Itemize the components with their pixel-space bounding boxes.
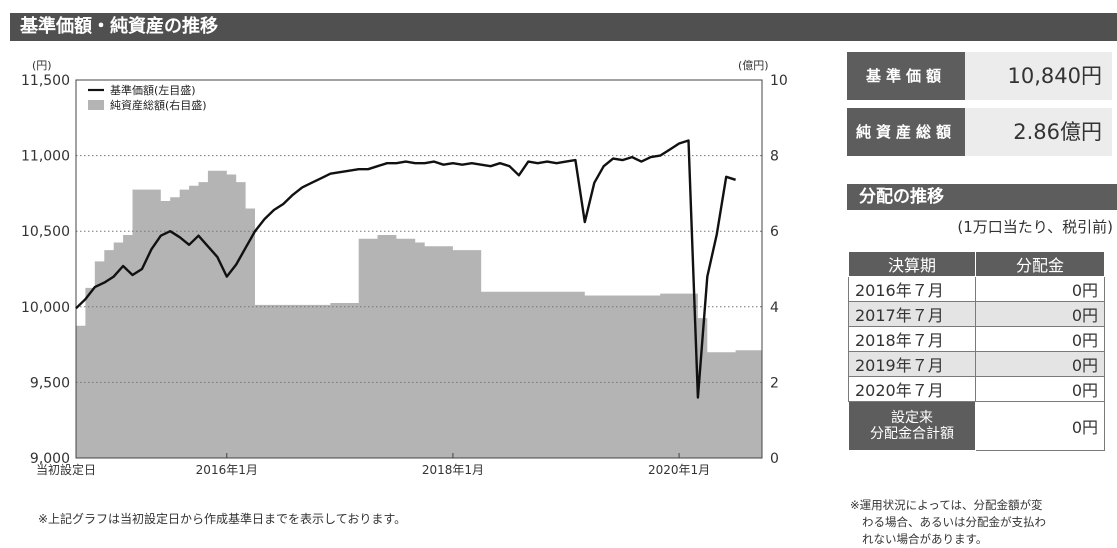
left-axis-tick-label: 11,000 [21,149,70,165]
amount-cell: 0円 [975,351,1105,377]
right-axis-tick-label: 6 [770,224,779,240]
total-amount-cell: 0円 [975,401,1105,451]
amount-cell: 0円 [975,276,1105,302]
chart-footnote: ※上記グラフは当初設定日から作成基準日までを表示しております。 [38,512,407,526]
total-label-line-1: 設定来 [891,410,933,426]
column-header-period: 決算期 [848,251,976,277]
amount-cell: 0円 [975,376,1105,402]
plot-frame [75,79,763,459]
x-axis-tick-label: 2016年1月 [196,463,258,477]
disclaimer-line-3: れない場合があります。 [862,532,988,546]
disclaimer-line-1: ※運用状況によっては、分配金額が変 [850,498,1043,512]
series-line-nav [75,139,736,399]
aum-label: 純資産総額 [847,108,965,156]
table-total-row: 設定来 分配金合計額 0円 [848,401,1105,451]
cropped-previous-heading [0,0,1117,11]
amount-cell: 0円 [975,326,1105,352]
table-row: 2017年７月 0円 [848,301,1105,327]
section-title: 基準価額・純資産の推移 [10,13,1117,41]
right-axis-tick-label: 8 [770,149,779,165]
right-axis-tick-label: 0 [770,451,779,467]
column-header-amount: 分配金 [975,251,1105,277]
chart-legend: 基準価額(左目盛) 純資産総額(右目盛) [88,83,207,112]
nav-label: 基準価額 [847,52,965,100]
period-cell: 2018年７月 [848,326,976,352]
left-axis-tick-label: 9,500 [30,375,70,391]
x-axis-tick-label: 2018年1月 [422,463,484,477]
right-axis-tick-label: 2 [770,375,779,391]
period-cell: 2017年７月 [848,301,976,327]
distribution-title: 分配の推移 [847,184,1117,210]
left-axis-tick-label: 10,000 [21,300,70,316]
period-cell: 2019年７月 [848,351,976,377]
nav-value: 10,840円 [965,52,1112,100]
right-axis-tick-label: 4 [770,300,779,316]
disclaimer-line-2: わる場合、あるいは分配金が支払わ [862,515,1046,529]
legend-area-swatch [88,100,104,110]
left-axis-unit: (円) [32,59,52,72]
table-row: 2016年７月 0円 [848,276,1105,302]
amount-cell: 0円 [975,301,1105,327]
total-label-line-2: 分配金合計額 [870,426,954,442]
table-row: 2018年７月 0円 [848,326,1105,352]
nav-aum-chart: (円) (億円) 11,500 11,000 10,500 10,000 9,500 9,… [21,59,788,477]
total-label-cell: 設定来 分配金合計額 [848,401,976,451]
left-axis-tick-label: 10,500 [21,224,70,240]
aum-value: 2.86億円 [965,108,1112,156]
period-cell: 2016年７月 [848,276,976,302]
left-axis-tick-label: 9,000 [30,451,70,467]
table-row: 2020年７月 0円 [848,376,1105,402]
x-axis-tick-label: 2020年1月 [648,463,710,477]
x-axis-tick-label: 当初設定日 [36,462,96,477]
left-axis-tick-label: 11,500 [21,73,70,89]
table-header-row: 決算期 分配金 [848,251,1105,277]
right-axis-tick-label: 10 [770,73,788,89]
period-cell: 2020年７月 [848,376,976,402]
distribution-disclaimer: ※運用状況によっては、分配金額が変 わる場合、あるいは分配金が支払わ れない場合… [850,497,1117,548]
right-axis-unit: (億円) [738,59,769,72]
distribution-table: 決算期 分配金 2016年７月 0円 2017年７月 0円 2018年７月 0円… [848,251,1105,451]
aum-summary-row: 純資産総額 2.86億円 [847,108,1112,156]
distribution-note: (1万口当たり、税引前) [957,218,1113,236]
table-row: 2019年７月 0円 [848,351,1105,377]
legend-label-nav: 基準価額(左目盛) [110,83,196,97]
legend-label-aum: 純資産総額(右目盛) [110,98,207,112]
nav-summary-row: 基準価額 10,840円 [847,52,1112,100]
